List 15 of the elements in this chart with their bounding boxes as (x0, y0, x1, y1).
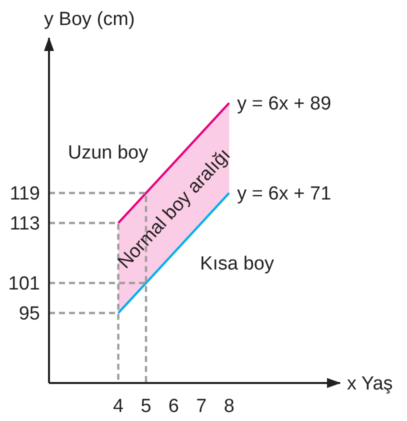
annotation: Uzun boy (68, 142, 149, 164)
y-axis-title: y Boy (cm) (44, 9, 135, 30)
x-tick-label: 5 (140, 396, 152, 417)
x-tick-label: 4 (112, 396, 124, 417)
y-tick-label: 113 (10, 214, 40, 235)
annotation: Kısa boy (200, 254, 274, 275)
y-tick-label: 119 (10, 184, 40, 205)
series-label: y = 6x + 89 (237, 94, 332, 115)
x-tick-label: 7 (196, 396, 207, 417)
y-tick-label: 101 (8, 274, 40, 295)
x-tick-label: 8 (224, 396, 234, 417)
x-tick-label: 6 (168, 396, 180, 417)
y-tick-label: 95 (18, 304, 40, 325)
x-axis-title: x Yaş (347, 374, 393, 395)
series-label: y = 6x + 71 (237, 184, 332, 205)
